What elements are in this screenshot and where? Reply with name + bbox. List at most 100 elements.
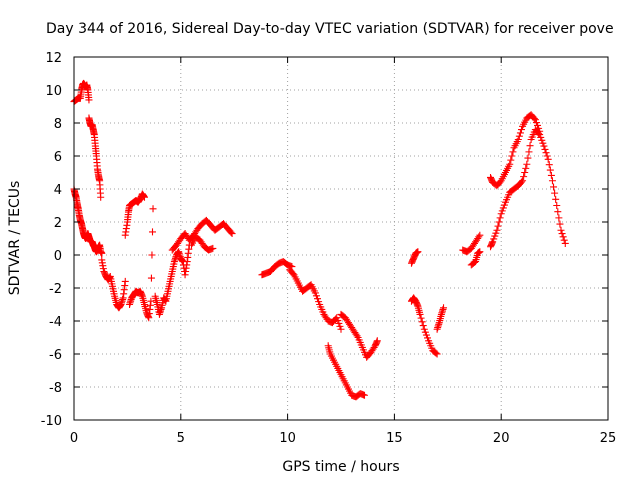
y-tick-label: 12 <box>45 51 62 66</box>
series-arc-6 <box>126 205 157 322</box>
data-point <box>530 114 538 122</box>
data-point <box>539 139 547 147</box>
data-point <box>440 304 448 312</box>
y-tick-label: 0 <box>54 249 62 264</box>
data-point <box>311 289 319 297</box>
data-point <box>531 116 539 124</box>
data-point <box>547 171 555 179</box>
data-point <box>148 228 156 236</box>
series-arc-17 <box>459 231 484 256</box>
data-point <box>560 236 568 244</box>
data-point <box>149 205 157 213</box>
data-point <box>559 233 567 241</box>
data-point <box>509 148 517 156</box>
data-point <box>516 129 524 137</box>
x-tick-label: 25 <box>600 431 617 446</box>
chart-title: Day 344 of 2016, Sidereal Day-to-day VTE… <box>46 21 614 37</box>
data-point <box>515 132 523 140</box>
data-point <box>315 298 323 306</box>
data-point <box>526 142 534 150</box>
y-axis-label: SDTVAR / TECUs <box>7 181 23 296</box>
data-point <box>556 220 564 228</box>
y-tick-label: 2 <box>54 216 62 231</box>
data-point <box>491 232 499 240</box>
data-point <box>500 201 508 209</box>
data-point <box>551 189 559 197</box>
y-tick-label: -8 <box>49 381 62 396</box>
data-point <box>524 154 532 162</box>
data-point <box>538 136 546 144</box>
series-arc-15 <box>407 294 441 358</box>
data-point <box>494 222 502 230</box>
data-point <box>544 155 552 163</box>
data-point <box>498 207 506 215</box>
data-point <box>545 161 553 169</box>
data-point <box>493 226 501 234</box>
data-point <box>522 164 530 172</box>
data-point <box>417 314 425 322</box>
data-point <box>209 244 217 252</box>
data-point <box>525 148 533 156</box>
series-arc-20 <box>487 111 544 190</box>
data-point <box>537 133 545 141</box>
data-point <box>553 202 561 209</box>
data-point <box>554 208 562 216</box>
data-point <box>535 124 543 132</box>
data-points <box>70 79 569 401</box>
data-point <box>561 239 569 247</box>
data-point <box>416 310 424 318</box>
data-point <box>314 295 322 303</box>
data-point <box>490 235 498 243</box>
data-point <box>334 317 342 325</box>
data-point <box>523 160 531 168</box>
x-tick-label: 10 <box>279 431 296 446</box>
data-point <box>471 258 478 266</box>
data-point <box>424 334 432 342</box>
y-tick-label: -4 <box>49 315 62 330</box>
data-point <box>532 119 540 127</box>
axes: 0 5 10 15 20 25 -10 -8 -6 -4 -2 0 2 4 6 8 10 12 <box>41 51 617 446</box>
data-point <box>508 152 516 160</box>
data-point <box>517 126 525 134</box>
y-tick-label: 4 <box>54 183 62 198</box>
data-point <box>495 218 503 226</box>
data-point <box>497 210 505 218</box>
series-arc-9 <box>187 233 217 254</box>
data-point <box>550 183 558 191</box>
data-point <box>475 233 483 241</box>
data-point <box>557 226 565 234</box>
data-point <box>555 214 563 222</box>
data-point <box>543 152 551 160</box>
y-tick-label: -2 <box>49 282 62 297</box>
data-point <box>370 343 378 351</box>
data-point <box>489 238 497 246</box>
data-point <box>333 314 341 322</box>
data-point <box>499 204 507 212</box>
series-arc-13 <box>337 310 381 361</box>
x-axis-label: GPS time / hours <box>282 459 399 475</box>
series-arc-19 <box>487 126 569 251</box>
y-tick-label: -10 <box>41 414 62 429</box>
data-point <box>519 177 527 185</box>
data-point <box>548 177 556 185</box>
data-point <box>414 248 422 256</box>
data-point <box>514 136 522 143</box>
data-point <box>418 318 426 326</box>
data-point <box>373 337 381 345</box>
series-arc-12 <box>324 342 368 401</box>
y-tick-label: 6 <box>54 150 62 165</box>
data-point <box>147 274 155 282</box>
data-point <box>335 319 343 327</box>
series-arc-18 <box>467 248 484 269</box>
data-point <box>534 121 542 129</box>
data-point <box>419 322 427 330</box>
data-point <box>433 350 441 358</box>
data-point <box>353 332 361 340</box>
data-point <box>140 193 148 201</box>
data-point <box>558 230 566 238</box>
series-arc-11 <box>286 266 345 333</box>
data-point <box>541 145 549 153</box>
data-point <box>517 178 525 186</box>
data-point <box>496 214 504 222</box>
